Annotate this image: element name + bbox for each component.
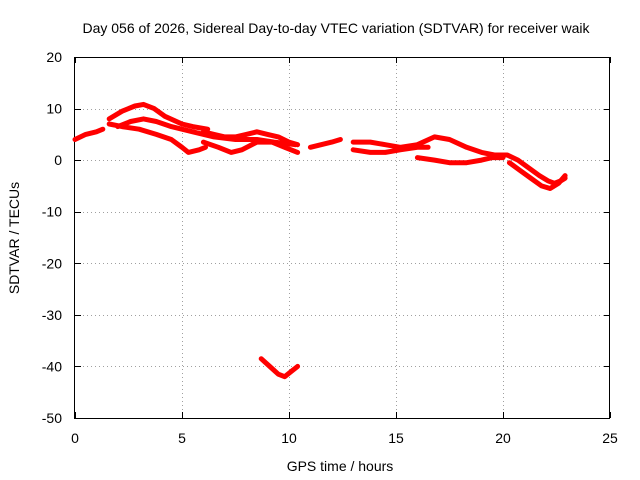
x-tick-label: 0 bbox=[71, 430, 79, 446]
y-tick-label: -50 bbox=[42, 410, 62, 426]
y-axis-label: SDTVAR / TECUs bbox=[6, 182, 22, 294]
y-tick-label: -10 bbox=[42, 204, 62, 220]
data-series bbox=[72, 101, 568, 380]
series-track-10 bbox=[414, 155, 506, 166]
y-tick-label: 0 bbox=[54, 152, 62, 168]
series-track-9 bbox=[350, 144, 431, 155]
plot-area-border bbox=[74, 57, 610, 419]
series-track-12 bbox=[258, 356, 301, 380]
series-track-1 bbox=[72, 126, 106, 142]
series-track-6 bbox=[200, 139, 301, 155]
series-track-7 bbox=[307, 137, 343, 150]
series-track-8 bbox=[350, 134, 568, 186]
grid-lines bbox=[75, 57, 610, 418]
y-tick-label: 10 bbox=[46, 101, 62, 117]
x-tick-label: 5 bbox=[178, 430, 186, 446]
series-track-11 bbox=[506, 160, 568, 191]
series-track-2 bbox=[106, 101, 211, 132]
y-tick-label: 20 bbox=[46, 49, 62, 65]
chart-title: Day 056 of 2026, Sidereal Day-to-day VTE… bbox=[82, 20, 590, 36]
x-tick-label: 15 bbox=[388, 430, 404, 446]
y-tick-label: -40 bbox=[42, 358, 62, 374]
y-tick-label: -30 bbox=[42, 307, 62, 323]
y-tick-label: -20 bbox=[42, 255, 62, 271]
series-track-3 bbox=[106, 121, 208, 155]
series-track-5 bbox=[200, 129, 301, 148]
x-tick-label: 25 bbox=[602, 430, 618, 446]
x-tick-label: 10 bbox=[281, 430, 297, 446]
x-tick-label: 20 bbox=[495, 430, 511, 446]
x-axis-label: GPS time / hours bbox=[287, 458, 394, 474]
axis-ticks: 0 5 10 15 20 25 20 10 0 -10 -20 -30 -40 -50 bbox=[42, 49, 618, 446]
